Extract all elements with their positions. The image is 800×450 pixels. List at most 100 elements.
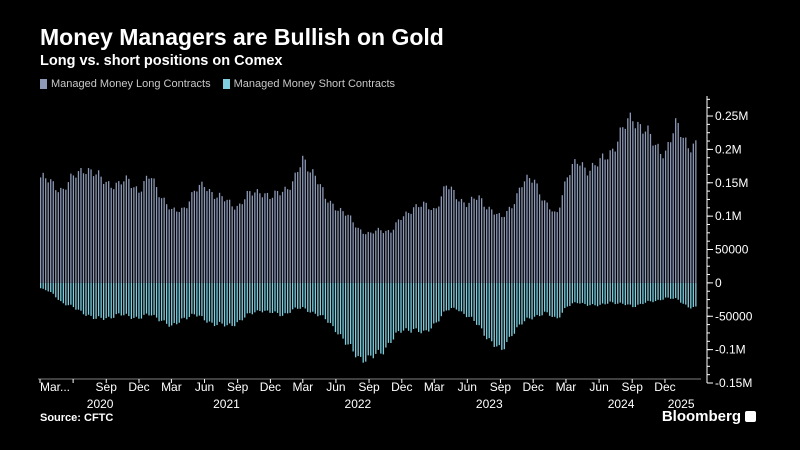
long-bar bbox=[289, 189, 291, 283]
short-bar bbox=[216, 282, 218, 326]
short-bar bbox=[438, 282, 440, 322]
short-bar bbox=[201, 282, 203, 317]
short-bar bbox=[579, 282, 581, 304]
short-bar bbox=[90, 282, 92, 316]
short-bar bbox=[473, 282, 475, 321]
long-bar bbox=[352, 222, 354, 283]
short-bar bbox=[559, 282, 561, 318]
long-bar bbox=[649, 133, 652, 283]
long-bar bbox=[160, 198, 163, 283]
short-bar bbox=[80, 282, 82, 311]
short-bar bbox=[70, 282, 72, 305]
long-bar bbox=[297, 172, 299, 283]
long-bar bbox=[526, 174, 528, 283]
legend-item-short[interactable]: Managed Money Short Contracts bbox=[222, 78, 395, 90]
long-bar bbox=[458, 201, 460, 283]
y-tick-label: 0.25M bbox=[715, 109, 748, 123]
long-bar bbox=[418, 207, 420, 283]
short-bar bbox=[518, 282, 521, 325]
short-bar bbox=[130, 282, 133, 319]
short-bar bbox=[695, 282, 697, 307]
long-bar bbox=[208, 188, 211, 283]
short-bars bbox=[40, 282, 697, 363]
short-bar bbox=[279, 282, 281, 317]
short-bar bbox=[357, 282, 359, 357]
long-bar bbox=[420, 206, 422, 283]
long-bar bbox=[463, 202, 465, 283]
short-bar bbox=[596, 282, 599, 307]
long-bar bbox=[148, 178, 150, 283]
long-bar bbox=[108, 181, 110, 283]
short-bar bbox=[564, 282, 566, 309]
short-bar bbox=[486, 282, 488, 340]
long-bar bbox=[475, 199, 478, 283]
short-bar bbox=[97, 282, 100, 317]
long-bar bbox=[163, 197, 165, 283]
long-bar bbox=[176, 211, 178, 283]
long-bar bbox=[392, 229, 395, 283]
short-bar bbox=[213, 282, 216, 327]
long-bar bbox=[528, 178, 531, 283]
long-bar bbox=[292, 181, 294, 283]
short-bar bbox=[664, 282, 667, 298]
short-bar bbox=[375, 282, 377, 354]
long-bar bbox=[377, 227, 379, 283]
long-bar bbox=[382, 233, 385, 283]
long-bar bbox=[546, 202, 548, 283]
long-bar bbox=[473, 198, 475, 283]
short-bar bbox=[662, 282, 664, 300]
long-bar bbox=[261, 197, 264, 283]
long-bar bbox=[339, 207, 342, 283]
long-bar bbox=[357, 227, 359, 283]
y-axis: 0.25M 0.2M 0.15M 0.1M 50000 0 -50000 -0.1M -0.15… bbox=[706, 96, 753, 390]
short-bar bbox=[352, 282, 354, 352]
chart-title: Money Managers are Bullish on Gold bbox=[40, 24, 444, 50]
short-bar bbox=[448, 282, 450, 311]
short-bar bbox=[392, 282, 395, 340]
long-bar bbox=[344, 215, 347, 283]
long-bar bbox=[481, 198, 483, 283]
short-bar bbox=[549, 282, 551, 316]
short-bar bbox=[125, 282, 127, 314]
short-bar bbox=[586, 282, 589, 306]
short-bar bbox=[657, 282, 659, 300]
long-bar bbox=[322, 187, 324, 283]
long-bar bbox=[690, 152, 692, 283]
short-bar bbox=[680, 282, 682, 303]
long-bar bbox=[644, 131, 647, 283]
long-bar bbox=[443, 186, 445, 283]
x-month-label: Jun bbox=[458, 380, 477, 394]
long-bar bbox=[579, 165, 581, 283]
long-bar bbox=[370, 232, 372, 283]
x-month-label: Dec bbox=[391, 380, 412, 394]
long-bar bbox=[299, 167, 301, 283]
short-bar bbox=[150, 282, 153, 316]
x-year-label: 2025 bbox=[668, 397, 695, 411]
long-bar bbox=[612, 148, 614, 283]
y-tick-label: -0.15M bbox=[715, 376, 752, 390]
short-bar bbox=[342, 282, 344, 339]
short-bar bbox=[140, 282, 143, 319]
short-bar bbox=[50, 282, 52, 293]
short-bar bbox=[40, 282, 42, 289]
y-tick-label: 0 bbox=[715, 276, 722, 290]
long-bar bbox=[198, 184, 201, 283]
long-bar bbox=[95, 174, 97, 283]
long-bar bbox=[155, 187, 158, 283]
short-bar bbox=[286, 282, 289, 314]
short-bar bbox=[531, 282, 533, 320]
short-bar bbox=[166, 282, 168, 324]
long-bar bbox=[213, 198, 216, 283]
short-bar bbox=[659, 282, 662, 301]
short-bar bbox=[521, 282, 523, 325]
short-bar bbox=[95, 282, 97, 319]
short-bar bbox=[322, 282, 324, 316]
short-bar bbox=[113, 282, 115, 318]
long-bar bbox=[375, 230, 377, 283]
legend-item-long[interactable]: Managed Money Long Contracts bbox=[40, 78, 211, 90]
x-month-label: Sep bbox=[622, 380, 644, 394]
short-bar bbox=[62, 282, 64, 304]
long-bar bbox=[90, 169, 92, 283]
long-bar bbox=[234, 209, 236, 283]
long-bar bbox=[231, 206, 233, 283]
